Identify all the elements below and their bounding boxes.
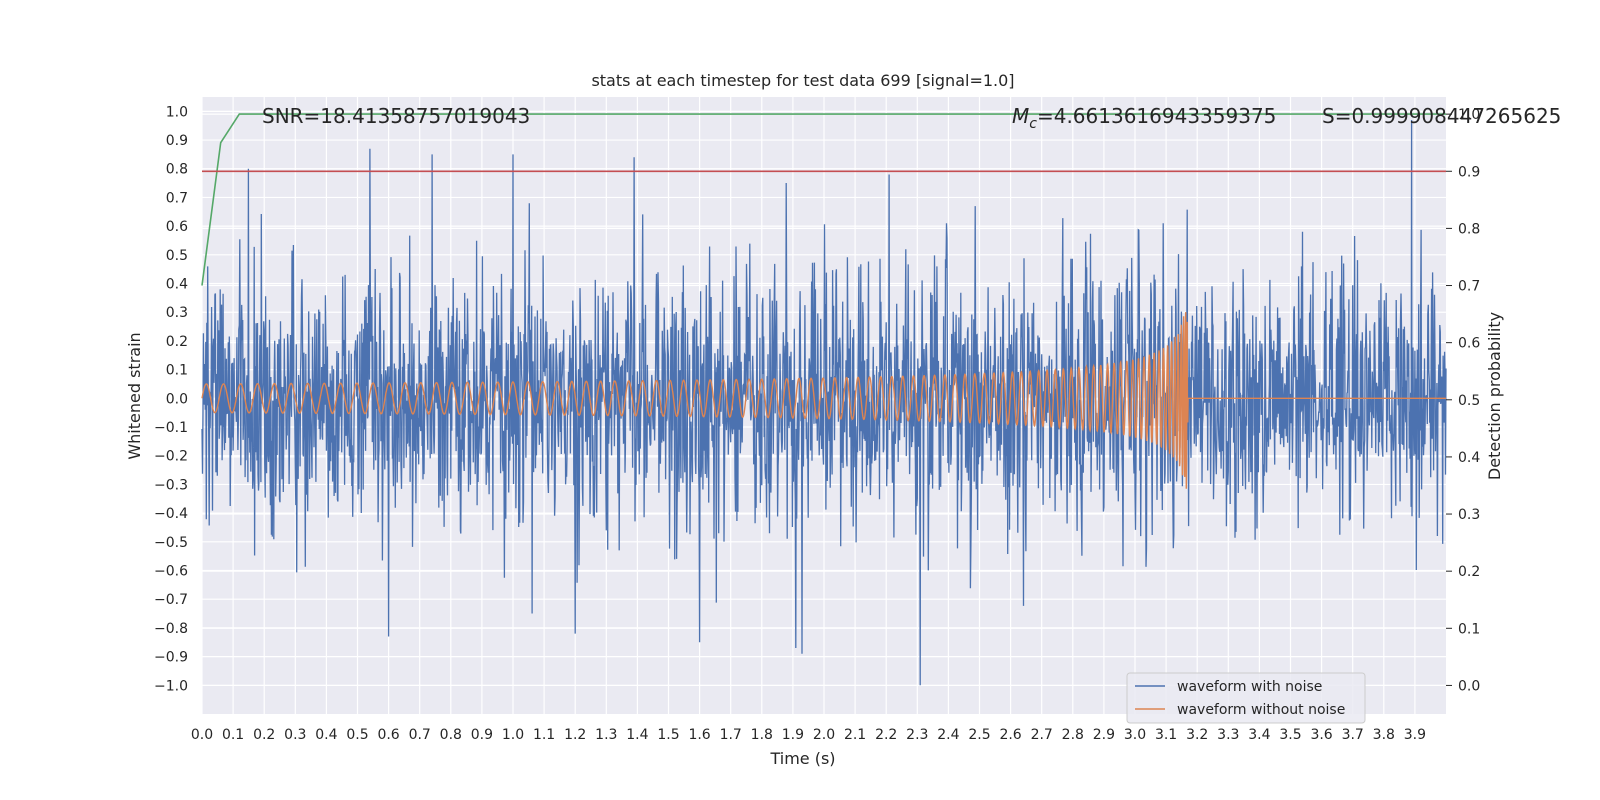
y-tick-label: 0.1 <box>166 363 188 379</box>
x-tick-label: 2.5 <box>968 727 990 743</box>
annotation-chirp-mass-value: =4.6613616943359375 <box>1037 104 1276 128</box>
y-tick-label: 1.0 <box>166 104 188 120</box>
x-tick-label: 0.2 <box>253 727 275 743</box>
x-tick-label: 3.1 <box>1155 727 1177 743</box>
x-tick-label: 0.9 <box>471 727 493 743</box>
x-tick-label: 3.5 <box>1279 727 1301 743</box>
x-tick-label: 2.6 <box>999 727 1021 743</box>
annotation-chirp-mass-symbol: M <box>1012 104 1029 128</box>
x-tick-label: 1.3 <box>595 727 617 743</box>
y-tick-label: −0.3 <box>154 477 188 493</box>
annotation-chirp-mass: Mc=4.6613616943359375 <box>1012 104 1276 132</box>
y2-tick-label: 0.3 <box>1458 507 1480 523</box>
x-tick-label: 2.0 <box>813 727 835 743</box>
y2-tick-label: 0.7 <box>1458 279 1480 295</box>
annotation-snr: SNR=18.41358757019043 <box>262 104 530 128</box>
x-tick-label: 1.4 <box>626 727 648 743</box>
x-tick-label: 2.8 <box>1062 727 1084 743</box>
x-tick-label: 3.0 <box>1124 727 1146 743</box>
chart-title: stats at each timestep for test data 699… <box>591 71 1014 90</box>
y-tick-label: −0.9 <box>154 650 188 666</box>
y-tick-label: 0.4 <box>166 277 188 293</box>
y-tick-label: 0.7 <box>166 190 188 206</box>
annotation-chirp-mass-subscript: c <box>1029 116 1037 132</box>
y-tick-label: 0.2 <box>166 334 188 350</box>
y-tick-label: −0.1 <box>154 420 188 436</box>
y-tick-label: 0.8 <box>166 162 188 178</box>
x-tick-label: 0.6 <box>377 727 399 743</box>
legend-box <box>1126 672 1366 724</box>
y-tick-label: 0.3 <box>166 305 188 321</box>
x-tick-label: 1.8 <box>751 727 773 743</box>
x-tick-label: 1.9 <box>782 727 804 743</box>
y-tick-label: −0.6 <box>154 564 188 580</box>
x-tick-label: 3.4 <box>1248 727 1270 743</box>
x-tick-label: 1.7 <box>720 727 742 743</box>
y2-tick-label: 0.9 <box>1458 164 1480 180</box>
y2-tick-label: 0.1 <box>1458 621 1480 637</box>
series-layer <box>201 113 1447 686</box>
y-tick-label: 0.6 <box>166 219 188 235</box>
y-tick-label: 0.0 <box>166 391 188 407</box>
y-tick-label: −0.7 <box>154 592 188 608</box>
y2-tick-label: 0.5 <box>1458 393 1480 409</box>
y-tick-label: −0.5 <box>154 535 188 551</box>
x-tick-label: 2.7 <box>1031 727 1053 743</box>
x-tick-label: 0.4 <box>315 727 337 743</box>
y2-tick-label: 1.0 <box>1458 107 1480 123</box>
x-tick-label: 0.5 <box>346 727 368 743</box>
x-tick-label: 0.3 <box>284 727 306 743</box>
x-axis-label: Time (s) <box>769 749 835 768</box>
x-tick-label: 1.0 <box>502 727 524 743</box>
series-line-waveform-without-noise <box>201 312 1446 489</box>
y2-axis-label: Detection probability <box>1485 312 1504 480</box>
legend-label-waveform-with-noise: waveform with noise <box>1177 679 1322 695</box>
x-tick-label: 2.2 <box>875 727 897 743</box>
y-tick-label: −0.4 <box>154 506 188 522</box>
y2-tick-label: 0.4 <box>1458 450 1480 466</box>
y-tick-label: 0.9 <box>166 133 188 149</box>
y-tick-label: −0.2 <box>154 449 188 465</box>
x-tick-label: 3.3 <box>1217 727 1239 743</box>
y2-tick-label: 0.8 <box>1458 221 1480 237</box>
legend: waveform with noise waveform without noi… <box>1126 672 1366 724</box>
y-axis-label: Whitened strain <box>125 332 144 459</box>
x-tick-label: 3.9 <box>1404 727 1426 743</box>
series-line-waveform-with-noise <box>201 119 1447 686</box>
x-tick-label: 2.3 <box>906 727 928 743</box>
y-axis-ticks: −1.0 −0.9 −0.8 −0.7 −0.6 −0.5 −0.4 −0.3 −0.2 −0.1… <box>154 104 188 694</box>
x-tick-label: 0.7 <box>409 727 431 743</box>
series-line-detection-probability <box>201 113 1446 286</box>
x-tick-label: 2.1 <box>844 727 866 743</box>
x-tick-label: 1.6 <box>688 727 710 743</box>
x-tick-label: 2.4 <box>937 727 959 743</box>
x-tick-label: 1.2 <box>564 727 586 743</box>
x-tick-label: 1.5 <box>657 727 679 743</box>
y2-tick-label: 0.6 <box>1458 336 1480 352</box>
x-tick-label: 1.1 <box>533 727 555 743</box>
annotation-s: S=0.999908447265625 <box>1322 104 1561 128</box>
x-tick-label: 0.8 <box>440 727 462 743</box>
y-tick-label: −1.0 <box>154 678 188 694</box>
legend-label-waveform-without-noise: waveform without noise <box>1177 702 1345 718</box>
y-tick-label: 0.5 <box>166 248 188 264</box>
x-tick-label: 0.1 <box>222 727 244 743</box>
x-tick-label: 3.2 <box>1186 727 1208 743</box>
x-tick-label: 3.6 <box>1310 727 1332 743</box>
y2-axis-ticks: 0.0 0.1 0.2 0.3 0.4 0.5 0.6 0.7 0.8 0.9 1.0 <box>1446 107 1480 694</box>
x-tick-label: 0.0 <box>191 727 213 743</box>
y2-tick-label: 0.2 <box>1458 564 1480 580</box>
x-axis-ticks: 0.0 0.1 0.2 0.3 0.4 0.5 0.6 0.7 0.8 0.9 1.0 1.1 1.2 1… <box>191 727 1426 743</box>
x-tick-label: 3.7 <box>1342 727 1364 743</box>
x-tick-label: 2.9 <box>1093 727 1115 743</box>
y-tick-label: −0.8 <box>154 621 188 637</box>
y2-tick-label: 0.0 <box>1458 678 1480 694</box>
x-tick-label: 3.8 <box>1373 727 1395 743</box>
